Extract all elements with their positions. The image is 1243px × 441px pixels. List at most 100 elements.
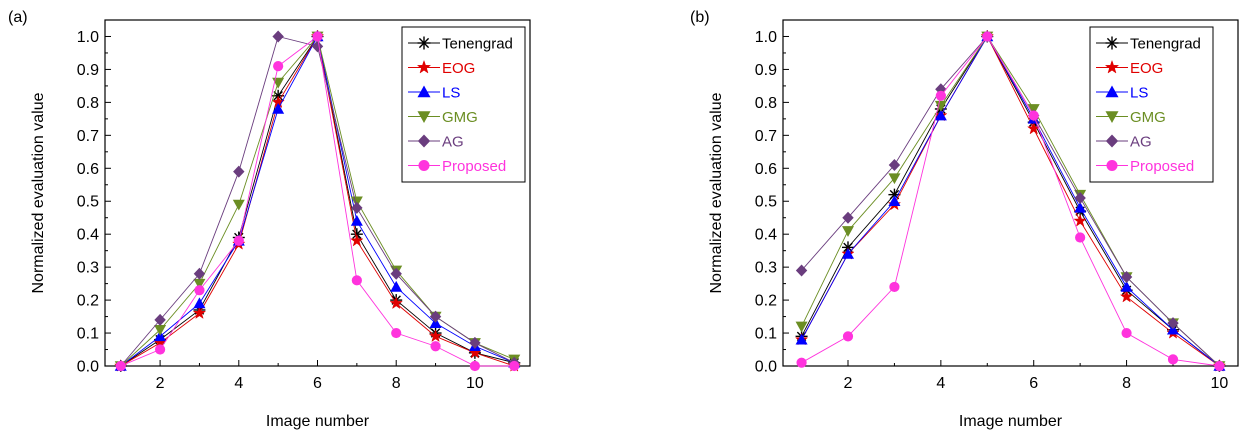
y-tick-label: 0.5 — [755, 194, 777, 211]
x-tick-label: 10 — [466, 375, 484, 392]
legend-item-proposed: Proposed — [408, 158, 506, 175]
x-tick-label: 2 — [844, 375, 853, 392]
data-point — [391, 327, 402, 339]
data-point — [1120, 271, 1133, 284]
legend-marker — [417, 111, 431, 123]
y-tick-label: 0.6 — [77, 161, 99, 178]
y-tick-label: 0.5 — [77, 194, 99, 211]
series-line — [801, 35, 1220, 367]
x-axis: 2 4 6 8 10 Image number — [801, 360, 1229, 430]
data-point — [1120, 280, 1133, 292]
data-point — [1028, 110, 1039, 121]
data-point — [934, 100, 947, 112]
legend-item-tenengrad: Tenengrad — [408, 36, 513, 53]
data-point — [795, 333, 808, 345]
data-point — [350, 233, 364, 247]
x-axis-label: Image number — [266, 413, 370, 430]
x-tick-label: 2 — [156, 375, 165, 392]
data-point — [795, 264, 808, 277]
data-point — [233, 235, 244, 246]
x-axis: 2 4 6 8 10 Image number — [120, 360, 515, 430]
y-tick-label: 0.4 — [77, 227, 99, 244]
legend-marker — [417, 36, 431, 50]
data-point — [888, 195, 901, 207]
data-point — [273, 61, 284, 72]
data-point — [272, 102, 285, 114]
series-proposed — [796, 31, 1225, 372]
data-point — [1073, 213, 1087, 227]
legend-marker — [418, 159, 430, 172]
data-point — [1026, 121, 1041, 135]
data-point — [888, 173, 901, 185]
data-point — [193, 267, 206, 280]
legend-label: Tenengrad — [442, 36, 513, 53]
series-proposed — [115, 31, 520, 372]
y-tick-label: 0.3 — [77, 260, 99, 277]
legend-label: AG — [1130, 134, 1152, 151]
legend-item-gmg: GMG — [408, 109, 478, 126]
data-point — [272, 30, 284, 43]
legend-marker — [1105, 111, 1119, 123]
y-tick-label: 0.7 — [77, 128, 99, 145]
legend-label: AG — [442, 134, 464, 151]
data-point — [842, 226, 854, 237]
data-point — [842, 331, 854, 342]
legend-marker — [417, 134, 431, 148]
plot-frame — [782, 19, 1239, 367]
legend-marker — [1104, 59, 1120, 74]
legend-item-ls: LS — [1096, 85, 1148, 102]
data-point — [1074, 191, 1086, 204]
x-tick-label: 4 — [234, 375, 243, 392]
data-point — [1074, 201, 1087, 213]
legend-item-gmg: GMG — [1096, 109, 1166, 126]
x-tick-label: 6 — [1029, 375, 1038, 392]
legend-item-tenengrad: Tenengrad — [1096, 36, 1201, 53]
data-point — [842, 247, 854, 259]
data-point — [1119, 289, 1134, 303]
y-axis: 0.0 0.1 0.2 0.3 0.4 0.5 0.6 0.7 0.8 0.9 1.0 Normali… — [708, 29, 789, 376]
y-axis-label: Normalized evaluation value — [708, 92, 725, 293]
data-point — [232, 199, 245, 211]
data-point — [154, 344, 166, 355]
legend-box — [1089, 26, 1214, 183]
data-point — [888, 158, 901, 171]
legend: Tenengrad EOG LS GMG AG Proposed — [1089, 26, 1214, 183]
legend-label: LS — [442, 85, 460, 102]
legend: Tenengrad EOG LS GMG AG Proposed — [401, 26, 526, 183]
y-axis: 0.0 0.1 0.2 0.3 0.4 0.5 0.6 0.7 0.8 0.9 1.0 Normali… — [30, 29, 111, 376]
y-tick-label: 0.1 — [77, 326, 99, 343]
data-point — [390, 280, 403, 292]
series-line — [801, 35, 1220, 367]
legend-marker — [1105, 85, 1119, 98]
legend-label: GMG — [1130, 109, 1166, 126]
data-point — [193, 278, 206, 290]
y-tick-label: 0.2 — [77, 293, 99, 310]
legend-box — [401, 26, 526, 183]
x-tick-label: 10 — [1211, 375, 1229, 392]
data-point — [351, 201, 363, 214]
legend-marker — [1105, 134, 1119, 148]
y-tick-label: 0.6 — [755, 161, 777, 178]
x-tick-label: 8 — [392, 375, 401, 392]
data-point — [389, 296, 403, 310]
series-line — [801, 35, 1220, 367]
data-point — [311, 40, 324, 53]
data-point — [842, 211, 854, 224]
y-tick-label: 0.3 — [755, 260, 777, 277]
y-tick-label: 0.1 — [755, 326, 777, 343]
x-tick-label: 8 — [1122, 375, 1131, 392]
data-point — [115, 360, 126, 372]
legend-label: LS — [1130, 85, 1148, 102]
legend-marker — [416, 59, 432, 74]
data-point — [350, 215, 363, 226]
y-tick-label: 1.0 — [755, 29, 777, 46]
legend-label: EOG — [1130, 60, 1163, 77]
legend-marker — [1106, 159, 1118, 172]
data-point — [192, 306, 207, 319]
panel-label: (b) — [690, 9, 710, 26]
data-point — [796, 357, 807, 368]
data-point — [154, 313, 166, 326]
y-tick-label: 0.0 — [77, 359, 99, 376]
